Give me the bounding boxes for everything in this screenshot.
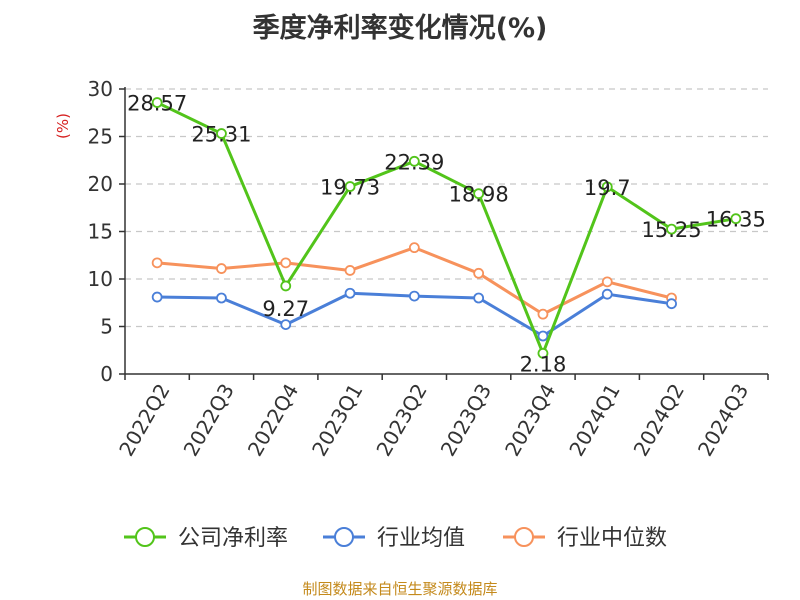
y-axis-label: (%) [54, 113, 72, 139]
data-point [666, 223, 677, 235]
data-point [151, 291, 163, 303]
data-point [216, 292, 227, 304]
data-point [473, 188, 485, 200]
data-point [408, 242, 420, 254]
data-label: 22.39 [384, 150, 444, 174]
data-point [216, 263, 227, 274]
data-point [408, 290, 420, 302]
y-tick-label: 5 [100, 315, 113, 339]
data-point [280, 280, 292, 292]
data-point [280, 319, 292, 331]
data-point [344, 181, 356, 192]
x-tick-label: 2024Q2 [629, 380, 689, 461]
data-point [537, 347, 549, 359]
data-point [280, 257, 292, 269]
series-line [156, 101, 737, 355]
y-tick-label: 0 [100, 362, 113, 386]
data-point [344, 287, 356, 299]
data-point [344, 265, 356, 276]
data-label: 16.35 [706, 208, 766, 232]
series-lines [151, 97, 742, 359]
x-tick-label: 2022Q4 [243, 380, 303, 461]
y-tick-label: 10 [88, 267, 113, 291]
data-label: 19.7 [584, 176, 631, 200]
x-tick-label: 2023Q2 [371, 380, 431, 461]
y-tick-label: 25 [88, 125, 113, 149]
data-point [151, 257, 163, 269]
legend-swatch-marker [514, 527, 534, 547]
legend-item[interactable]: 行业均值 [323, 526, 465, 551]
y-tick-label: 15 [88, 220, 113, 244]
data-label: 25.31 [191, 123, 251, 147]
data-label: 15.25 [641, 218, 701, 242]
x-tick-label: 2024Q1 [564, 380, 624, 461]
x-tick-label: 2022Q2 [114, 380, 174, 461]
data-point [537, 330, 549, 342]
x-tick-label: 2024Q3 [693, 380, 753, 461]
data-source-note: 制图数据来自恒生聚源数据库 [302, 580, 498, 598]
x-tick-label: 2022Q3 [179, 380, 239, 461]
chart-title: 季度净利率变化情况(%) [252, 13, 548, 44]
data-point [473, 292, 485, 304]
data-label: 18.98 [449, 183, 509, 207]
data-point [216, 128, 227, 139]
data-point [473, 267, 485, 279]
data-label: 2.18 [520, 352, 567, 376]
x-tick-label: 2023Q3 [436, 380, 496, 461]
legend-swatch-marker [334, 527, 354, 547]
data-point [601, 181, 613, 193]
legend-label: 行业均值 [377, 526, 465, 551]
data-point [730, 213, 742, 225]
data-point [601, 288, 613, 300]
grid-lines [125, 88, 768, 328]
y-tick-label: 20 [88, 172, 113, 196]
legend-item[interactable]: 行业中位数 [503, 526, 667, 551]
x-tick-label: 2023Q1 [307, 380, 367, 461]
data-label: 28.57 [127, 92, 187, 116]
legend: 公司净利率 行业均值 行业中位数 [124, 526, 667, 551]
legend-swatch-marker [135, 527, 155, 547]
y-tick-label: 30 [88, 77, 113, 101]
data-label: 19.73 [320, 176, 380, 200]
data-point [151, 97, 163, 108]
legend-label: 行业中位数 [557, 526, 667, 551]
data-point [601, 276, 613, 288]
data-point [408, 155, 420, 167]
x-tick-label: 2023Q4 [500, 380, 560, 461]
data-point [537, 308, 549, 320]
data-point [666, 298, 677, 310]
legend-label: 公司净利率 [178, 526, 288, 551]
data-label: 9.27 [262, 297, 309, 321]
legend-item[interactable]: 公司净利率 [124, 526, 288, 551]
